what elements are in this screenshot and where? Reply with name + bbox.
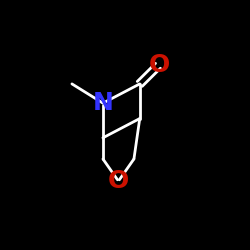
Text: O: O [148, 53, 170, 77]
Text: N: N [92, 91, 114, 115]
Text: O: O [108, 169, 129, 193]
